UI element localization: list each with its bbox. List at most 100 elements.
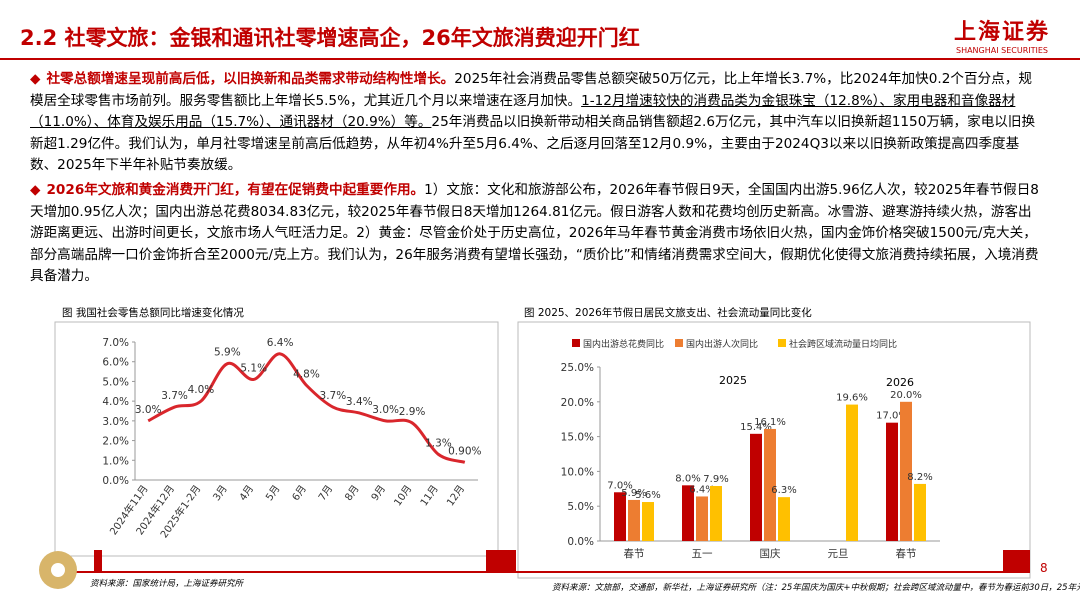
- y-tick-label: 20.0%: [561, 397, 594, 409]
- source: 资料来源：文旅部，交通部，新华社，上海证券研究所（注：25年国庆为国庆+中秋假期…: [552, 582, 1080, 593]
- y-tick-label: 5.0%: [102, 376, 129, 388]
- text: 25年消费品以旧换新带动相关商品销售额超2.6万亿元，其中汽车以旧换新超1150…: [30, 114, 1036, 173]
- bar: [642, 502, 654, 541]
- legend-label: 国内出游总花费同比: [583, 338, 664, 350]
- y-tick-label: 6.0%: [102, 357, 129, 369]
- y-tick-label: 15.0%: [561, 432, 594, 444]
- bar: [710, 486, 722, 541]
- y-tick-label: 5.0%: [567, 501, 594, 513]
- y-tick-label: 3.0%: [102, 416, 129, 428]
- data-label: 8.0%: [675, 473, 700, 484]
- x-tick-label: 元旦: [828, 548, 849, 560]
- data-label: 8.2%: [907, 472, 932, 483]
- y-tick-label: 25.0%: [561, 362, 594, 374]
- bar: [682, 485, 694, 541]
- y-tick-label: 0.0%: [102, 475, 129, 487]
- footer-rule: [40, 571, 1030, 573]
- bar: [778, 497, 790, 541]
- x-tick-label: 春节: [624, 548, 645, 560]
- bar: [914, 483, 926, 541]
- data-label: 5.1%: [240, 362, 267, 374]
- x-tick-label: 4月: [237, 483, 256, 503]
- x-tick-label: 3月: [211, 483, 230, 503]
- y-tick-label: 7.0%: [102, 337, 129, 349]
- legend-swatch: [675, 339, 683, 347]
- lead: 2026年文旅和黄金消费开门红，有望在促销费中起重要作用。: [46, 182, 425, 198]
- text: 1）文旅：文化和旅游部公布，2026年春节假日9天，全国国内出游5.96亿人次，…: [30, 182, 1039, 284]
- data-label: 0.90%: [448, 445, 481, 457]
- data-label: 16.1%: [754, 417, 786, 428]
- x-tick-label: 春节: [896, 548, 917, 560]
- y-tick-label: 1.0%: [102, 455, 129, 467]
- x-tick-label: 12月: [444, 483, 467, 509]
- data-label: 6.4%: [267, 337, 294, 349]
- legend-swatch: [572, 339, 580, 347]
- data-label: 4.0%: [188, 384, 215, 396]
- data-label: 20.0%: [890, 390, 922, 401]
- x-tick-label: 2024年12月: [133, 482, 177, 537]
- x-tick-label: 9月: [369, 483, 388, 503]
- text: 1-12月增速较快的消费品类为金银珠宝（12.8%）、家用电器和音像器材（11.…: [30, 92, 1016, 131]
- bar: [764, 428, 776, 541]
- paragraph: ◆ 2026年文旅和黄金消费开门红，有望在促销费中起重要作用。1）文旅：文化和旅游…: [30, 180, 1045, 288]
- source: 资料来源：国家统计局，上海证券研究所: [90, 578, 245, 589]
- x-tick-label: 11月: [418, 483, 441, 509]
- data-label: 7.9%: [703, 474, 728, 485]
- data-label: 15.4%: [740, 422, 772, 433]
- data-label: 6.3%: [771, 485, 796, 496]
- bullet: ◆: [30, 182, 41, 198]
- data-label: 2.9%: [399, 406, 426, 418]
- y-tick-label: 0.0%: [567, 536, 594, 548]
- annotation: 2026: [886, 376, 914, 389]
- bar: [628, 499, 640, 541]
- y-tick-label: 10.0%: [561, 466, 594, 478]
- bar: [886, 422, 898, 541]
- slide-title: 2.2 社零文旅：金银和通讯社零增速高企，26年文旅消费迎开门红: [20, 26, 640, 50]
- x-tick-label: 5月: [263, 483, 282, 503]
- logo: 上海证券 SHANGHAI SECURITIES: [954, 14, 1050, 55]
- data-label: 19.6%: [836, 393, 868, 404]
- lead: 社零总额增速呈现前高后低，以旧换新和品类需求带动结构性增长。: [46, 71, 455, 87]
- y-tick-label: 4.0%: [102, 396, 129, 408]
- legend-label: 国内出游人次同比: [686, 338, 758, 350]
- x-tick-label: 7月: [316, 483, 335, 503]
- data-label: 3.0%: [372, 404, 399, 416]
- data-label: 3.7%: [161, 390, 188, 402]
- title-rule: [0, 58, 1080, 60]
- data-label: 5.9%: [621, 488, 646, 499]
- x-tick-label: 6月: [290, 483, 309, 503]
- legend-swatch: [778, 339, 786, 347]
- data-label: 5.9%: [214, 347, 241, 359]
- footer-block: [1003, 550, 1030, 573]
- x-tick-label: 五一: [692, 548, 713, 560]
- page-number: 8: [1040, 561, 1048, 575]
- paragraph: ◆ 社零总额增速呈现前高后低，以旧换新和品类需求带动结构性增长。2025年社会消费…: [30, 69, 1045, 177]
- data-label: 1.3%: [425, 437, 452, 449]
- legend-label: 社会跨区域流动量日均同比: [789, 338, 897, 350]
- x-tick-label: 2025年1-2月: [157, 482, 203, 540]
- footer-block: [486, 550, 516, 573]
- bar: [900, 401, 912, 541]
- data-label: 6.4%: [689, 484, 714, 495]
- x-tick-label: 国庆: [760, 547, 781, 560]
- bar: [846, 404, 858, 541]
- data-label: 7.0%: [607, 480, 632, 491]
- logo-emblem: [51, 563, 65, 577]
- x-tick-label: 8月: [343, 483, 362, 503]
- footer-block: [94, 550, 102, 573]
- bar: [696, 496, 708, 541]
- chart-title: 图 我国社会零售总额同比增速变化情况: [62, 306, 244, 319]
- logo-subtext: SHANGHAI SECURITIES: [955, 46, 1048, 55]
- x-tick-label: 10月: [392, 483, 415, 509]
- line: [147, 352, 466, 464]
- text: 2025年社会消费品零售总额突破50万亿元，比上年增长3.7%，比2024年加快…: [30, 71, 1032, 109]
- logo-emblem: [39, 551, 77, 589]
- bullet: ◆: [30, 71, 41, 87]
- data-label: 5.6%: [635, 490, 660, 501]
- chart-frame: [517, 321, 1031, 579]
- logo-text: 上海证券: [953, 20, 1050, 45]
- y-tick-label: 2.0%: [102, 436, 129, 448]
- bar: [750, 433, 762, 541]
- data-label: 3.7%: [320, 390, 347, 402]
